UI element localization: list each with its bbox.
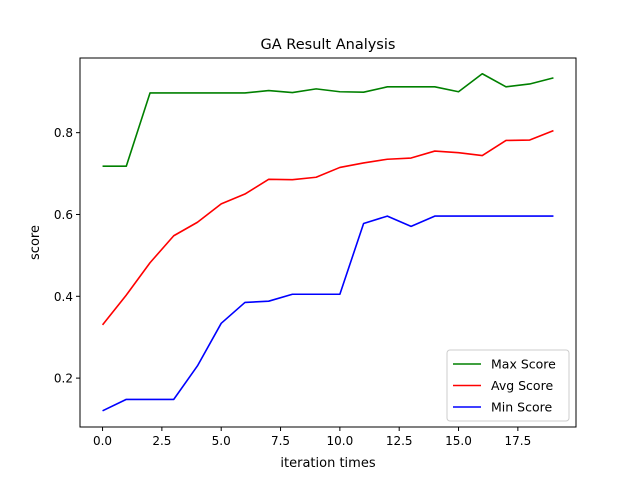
x-tick-label: 10.0: [327, 434, 354, 448]
legend-box: [446, 349, 570, 422]
x-tick-label: 0.0: [93, 434, 112, 448]
x-tick-label: 5.0: [212, 434, 231, 448]
x-axis-label: iteration times: [280, 456, 375, 471]
y-tick-label: 0.6: [54, 208, 73, 222]
series-line-0: [102, 72, 554, 167]
chart-title: GA Result Analysis: [261, 37, 396, 53]
y-axis: 0.2 0.4 0.6 0.8: [54, 126, 80, 386]
y-tick-label: 0.8: [54, 126, 73, 140]
x-tick-label: 7.5: [271, 434, 290, 448]
plot-frame: [79, 57, 577, 428]
y-tick-label: 0.4: [54, 290, 73, 304]
x-tick-label: 2.5: [152, 434, 171, 448]
y-tick-label: 0.2: [54, 372, 73, 386]
legend-label: Min Score: [491, 400, 552, 415]
x-tick-label: 12.5: [386, 434, 413, 448]
x-tick-label: 17.5: [504, 434, 531, 448]
series-line-1: [101, 129, 554, 326]
series-line-2: [102, 215, 554, 412]
x-axis: 0.0 2.5 5.0 7.5 10.0 12.5 15.0 17.5: [93, 427, 531, 448]
legend-label: Avg Score: [491, 378, 553, 393]
legend: Max Score Avg Score Min Score: [446, 349, 570, 422]
legend-label: Max Score: [491, 357, 556, 372]
x-tick-label: 15.0: [445, 434, 472, 448]
plot-area: [101, 72, 554, 412]
y-axis-label: score: [28, 225, 43, 260]
